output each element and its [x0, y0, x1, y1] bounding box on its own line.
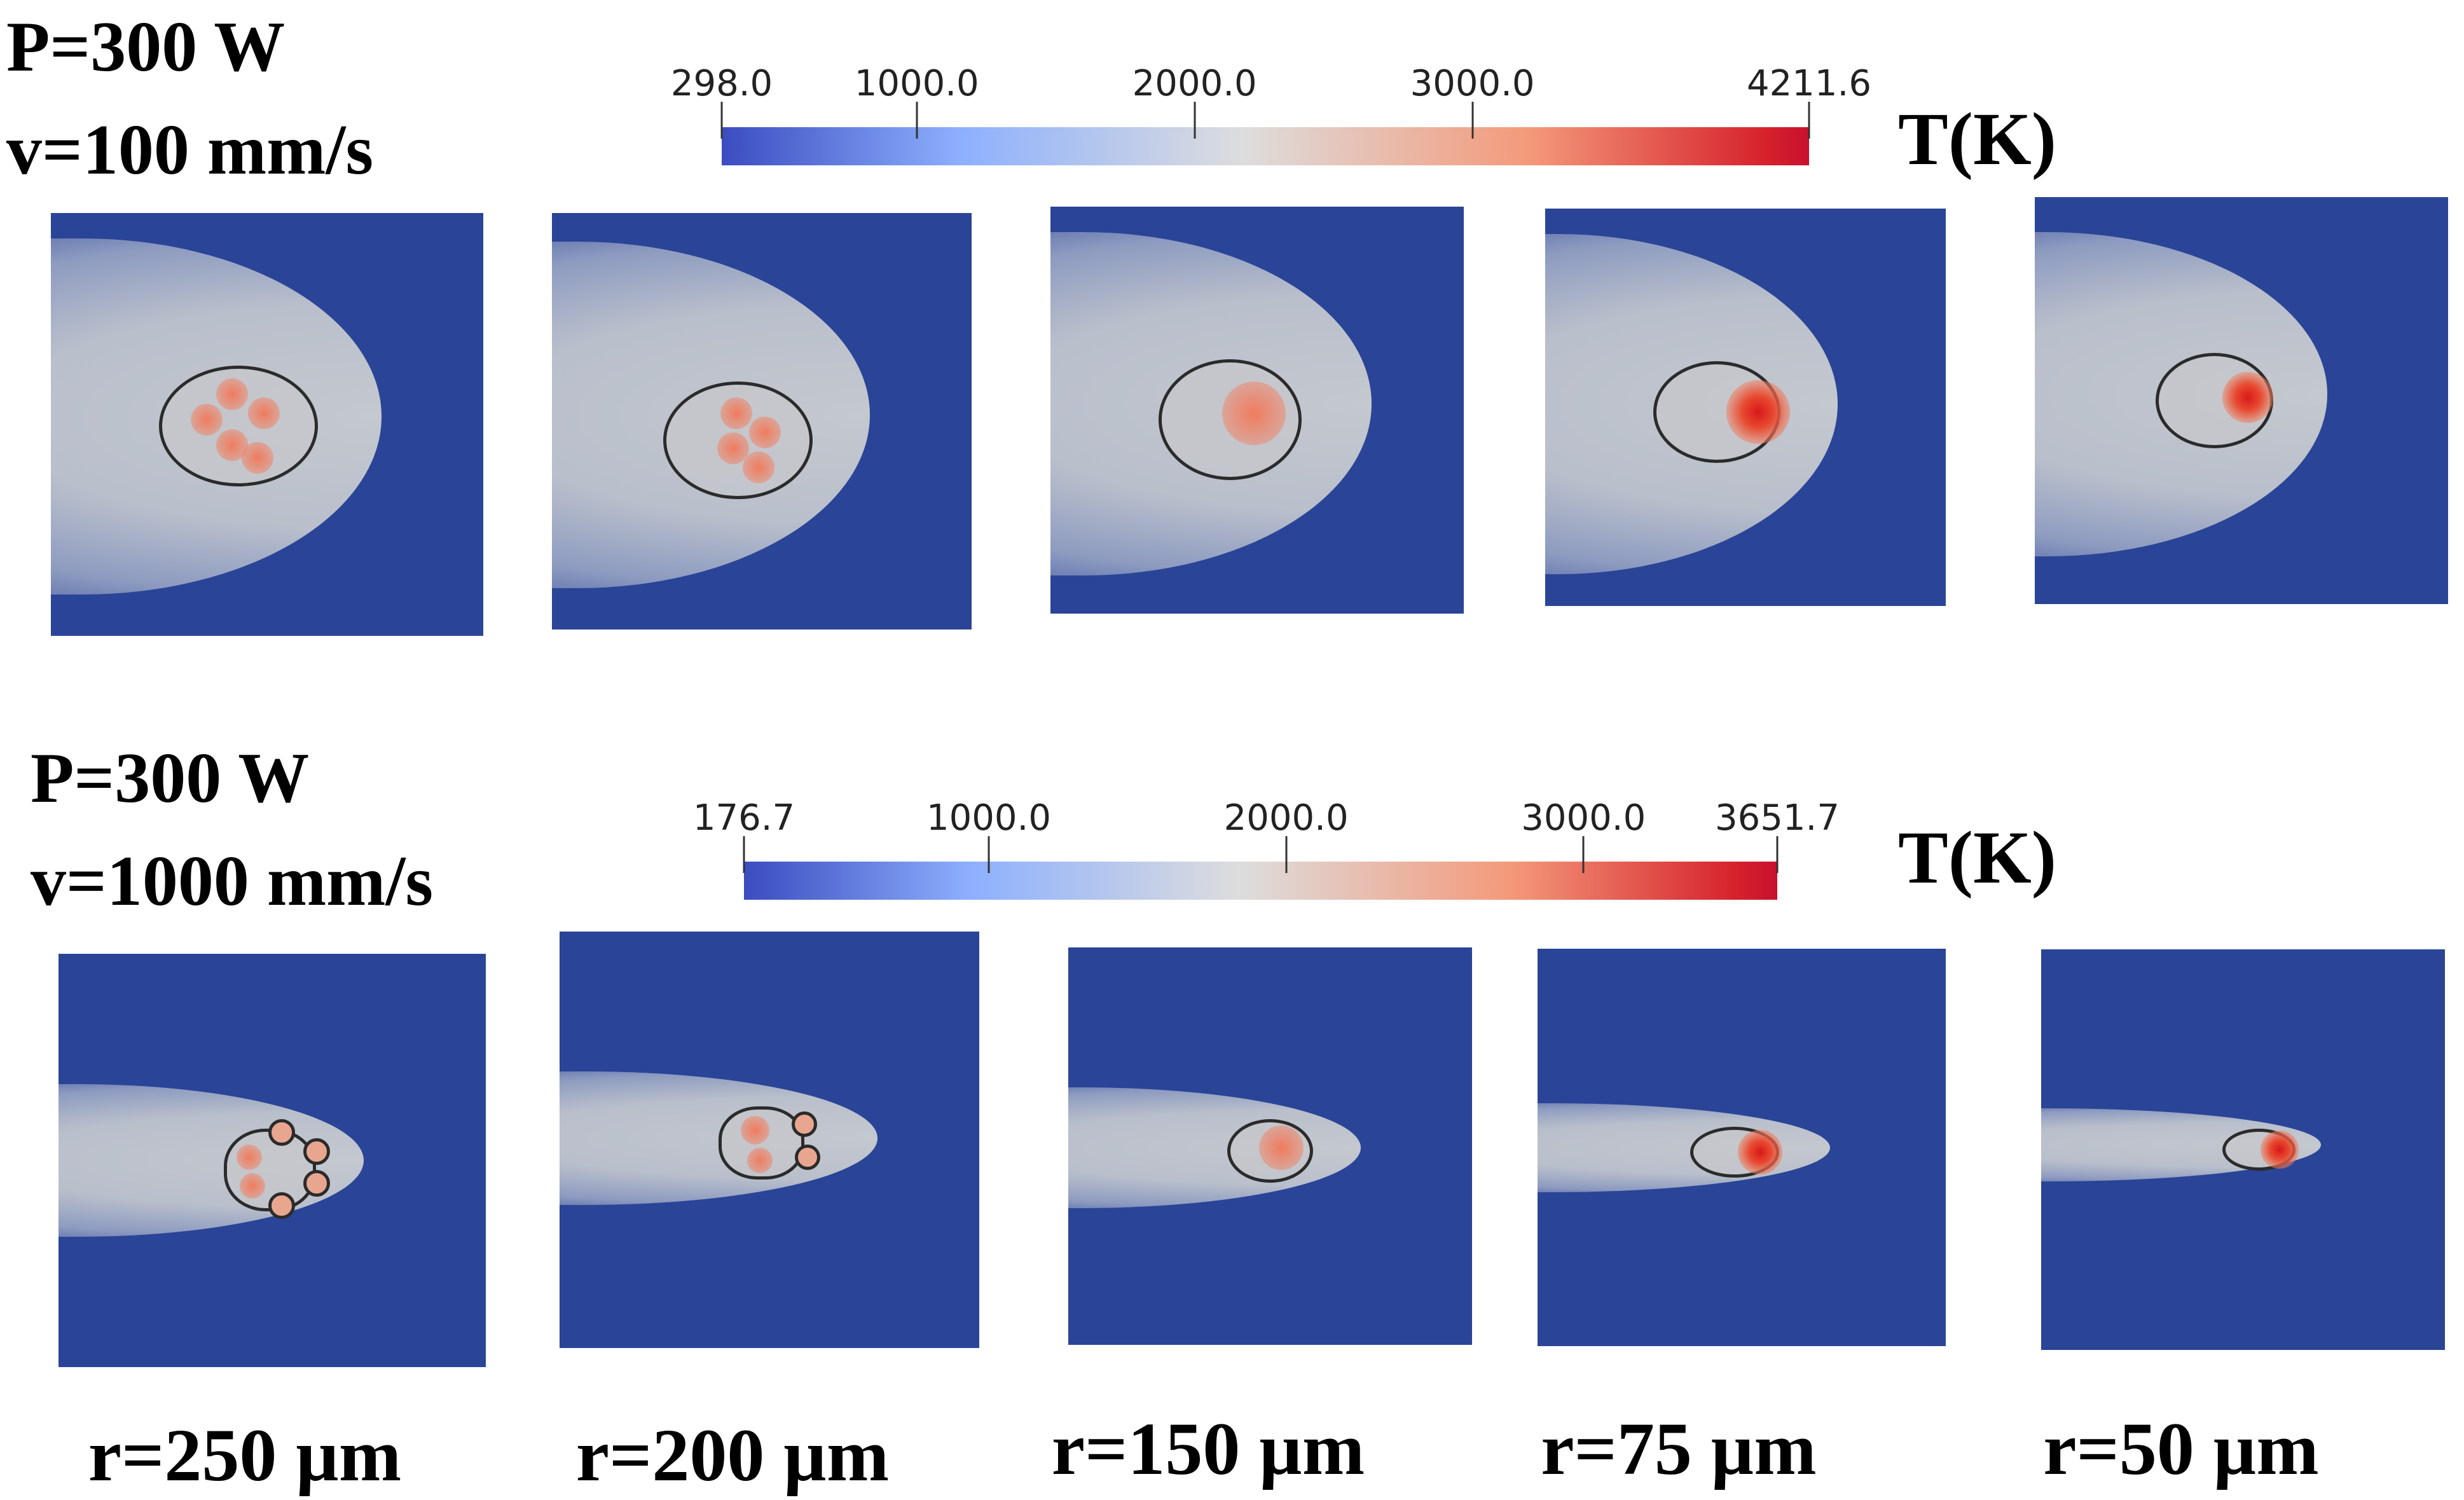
row2-colorbar: 176.7 1000.0 2000.0 3000.0 3651.7 [693, 795, 1840, 900]
hot-spot [749, 416, 781, 448]
row2-colorbar-tick-label: 1000.0 [926, 797, 1051, 839]
row1-unit-label: T(K) [1898, 97, 2057, 181]
hot-spot [1222, 382, 1286, 445]
melt-lobe [795, 1145, 820, 1170]
column-label-r150: r=150 µm [1051, 1407, 1365, 1490]
melt-lobe [792, 1111, 817, 1137]
hot-spot [743, 451, 774, 483]
row2-panel-r50 [2041, 949, 2445, 1350]
row2-unit-label: T(K) [1898, 816, 2057, 899]
hot-spot [2261, 1131, 2299, 1169]
column-label-r200: r=200 µm [575, 1414, 890, 1497]
melt-lobe [303, 1138, 330, 1165]
row1-colorbar-tick-label: 3000.0 [1410, 63, 1535, 104]
row1-colorbar-tick-label: 1000.0 [854, 63, 979, 104]
hot-spot [747, 1148, 773, 1173]
row2-colorbar-tick-label: 176.7 [692, 797, 795, 839]
row2-speed-label: v=1000 mm/s [31, 842, 434, 921]
row1-colorbar-tick-label: 298.0 [670, 63, 773, 104]
row1-panel-r250 [51, 213, 483, 636]
hot-spot [1726, 380, 1790, 444]
hot-spot [248, 397, 280, 429]
melt-lobe [268, 1119, 295, 1146]
column-label-r75: r=75 µm [1541, 1407, 1817, 1490]
row2-panel-r75 [1538, 949, 1946, 1346]
row2-colorbar-tick [1582, 836, 1585, 873]
hot-spot [216, 378, 248, 410]
hot-spot [191, 404, 223, 436]
row1-panel-r50 [2035, 197, 2448, 604]
row2-colorbar-tick [743, 836, 745, 873]
hot-spot [242, 442, 273, 474]
hot-spot [717, 432, 749, 464]
column-label-r250: r=250 µm [88, 1414, 402, 1497]
row2-colorbar-gradient [744, 862, 1777, 900]
row1-colorbar: 298.0 1000.0 2000.0 3000.0 4211.6 [671, 51, 1871, 165]
row2-colorbar-tick [1776, 836, 1779, 873]
heat-plume [1068, 1087, 1361, 1208]
row1-power-label: P=300 W [6, 8, 286, 86]
column-label-r50: r=50 µm [2043, 1407, 2319, 1490]
row1-colorbar-tick [720, 102, 723, 139]
row2-panel-r250 [59, 954, 486, 1367]
hot-spot [1738, 1130, 1782, 1174]
row1-speed-label: v=100 mm/s [6, 111, 374, 189]
hot-spot [2222, 372, 2273, 423]
melt-lobe [268, 1192, 295, 1219]
row1-panel-r200 [552, 213, 972, 630]
row1-panel-r75 [1545, 209, 1946, 606]
row1-panel-r150 [1050, 207, 1464, 614]
row2-panel-r150 [1068, 947, 1472, 1345]
row2-colorbar-tick [1285, 836, 1288, 873]
row2-power-label: P=300 W [31, 739, 310, 818]
row1-colorbar-tick-label: 2000.0 [1132, 63, 1257, 104]
row2-colorbar-tick-label: 3651.7 [1715, 797, 1840, 839]
melt-lobe [303, 1170, 330, 1197]
row2-colorbar-tick-label: 3000.0 [1521, 797, 1646, 839]
row1-colorbar-gradient [722, 127, 1809, 165]
hot-spot [237, 1145, 262, 1170]
heat-plume [1538, 1103, 1830, 1192]
row1-colorbar-tick [1808, 102, 1810, 139]
hot-spot [720, 397, 752, 429]
row1-colorbar-tick [1194, 102, 1196, 139]
row2-colorbar-tick [988, 836, 990, 873]
hot-spot [741, 1116, 769, 1145]
hot-spot [240, 1173, 265, 1199]
row1-colorbar-tick [1471, 102, 1474, 139]
row1-colorbar-tick [916, 102, 918, 139]
row2-colorbar-tick-label: 2000.0 [1223, 797, 1349, 839]
hot-spot [1259, 1125, 1304, 1170]
row2-panel-r200 [560, 932, 979, 1348]
row1-colorbar-tick-label: 4211.6 [1747, 63, 1871, 104]
